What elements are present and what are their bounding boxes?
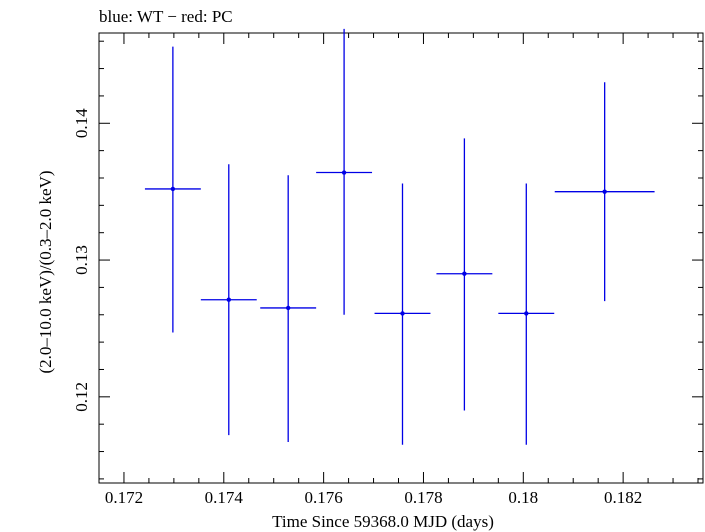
y-tick-label: 0.14 — [72, 108, 91, 138]
data-point — [602, 189, 607, 194]
x-tick-label: 0.174 — [205, 488, 244, 507]
x-axis-ticks: 0.172 0.174 0.176 0.178 0.18 0.182 — [98, 33, 699, 507]
x-tick-label: 0.18 — [508, 488, 538, 507]
y-tick-label: 0.12 — [72, 382, 91, 412]
x-tick-label: 0.182 — [604, 488, 642, 507]
y-tick-label: 0.13 — [72, 245, 91, 275]
chart-title: blue: WT − red: PC — [99, 7, 233, 26]
x-axis-label: Time Since 59368.0 MJD (days) — [272, 512, 494, 531]
y-axis-label: (2.0–10.0 keV)/(0.3–2.0 keV) — [36, 170, 55, 373]
data-point — [524, 311, 529, 316]
data-points — [144, 28, 655, 445]
x-tick-label: 0.172 — [105, 488, 143, 507]
x-tick-label: 0.176 — [305, 488, 343, 507]
x-tick-label: 0.178 — [404, 488, 442, 507]
data-point — [170, 186, 176, 192]
data-point — [341, 170, 347, 175]
y-axis-ticks: 0.12 0.13 0.14 — [72, 40, 703, 480]
data-point — [285, 305, 291, 311]
plot-frame — [98, 32, 704, 484]
data-point — [226, 297, 231, 302]
data-point — [462, 271, 467, 276]
data-point — [400, 311, 405, 316]
